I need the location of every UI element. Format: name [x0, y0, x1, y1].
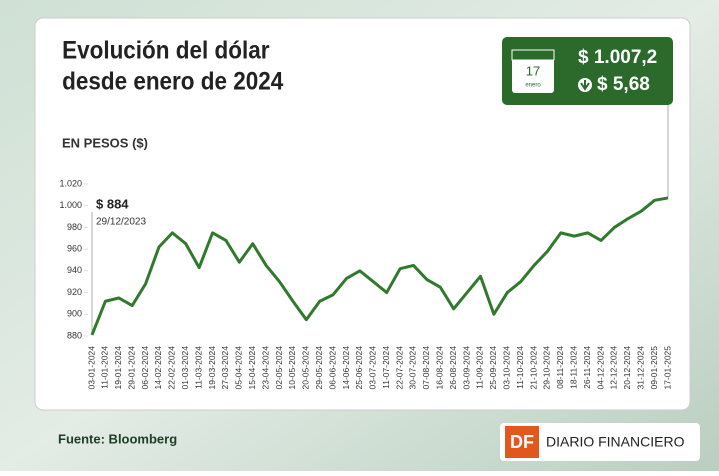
x-tick-label: 31-12-2024: [635, 346, 645, 390]
x-tick-label: 08-11-2024: [555, 346, 565, 389]
x-tick-label: 20-12-2024: [622, 346, 632, 390]
x-tick-label: 04-12-2024: [595, 346, 605, 390]
x-tick-label: 25-09-2024: [488, 346, 498, 390]
y-tick-label: 1.000: [59, 200, 82, 210]
y-tick-label: 920: [67, 287, 82, 297]
logo-mark-box: [505, 426, 539, 458]
logo-box: [500, 423, 700, 461]
y-tick-label: 880: [67, 330, 82, 340]
x-tick-label: 07-08-2024: [421, 346, 431, 390]
x-tick-label: 12-12-2024: [609, 346, 619, 390]
x-tick-label: 21-10-2024: [528, 346, 538, 390]
y-tick-label: 940: [67, 265, 82, 275]
x-tick-label: 26-08-2024: [448, 346, 458, 390]
x-tick-label: 05-04-2024: [234, 346, 244, 390]
x-tick-label: 27-03-2024: [220, 346, 230, 390]
source: Fuente: Bloomberg: [58, 431, 177, 446]
x-tick-label: 15-04-2024: [247, 346, 257, 390]
x-tick-label: 16-08-2024: [435, 346, 445, 390]
calendar-top: [511, 49, 555, 61]
start-date: 29/12/2023: [96, 217, 146, 228]
x-tick-label: 20-05-2024: [301, 346, 311, 390]
x-tick-label: 11-03-2024: [193, 346, 203, 389]
x-tick-label: 01-03-2024: [180, 346, 190, 390]
logo-mark: DF: [510, 432, 534, 452]
x-tick-label: 10-05-2024: [287, 346, 297, 390]
x-tick-label: 11-07-2024: [381, 346, 391, 389]
x-tick-label: 11-01-2024: [100, 346, 110, 389]
title-line: Evolución del dólar: [62, 37, 269, 65]
y-tick-label: 900: [67, 309, 82, 319]
x-tick-label: 19-03-2024: [207, 346, 217, 390]
x-tick-label: 22-02-2024: [167, 346, 177, 390]
x-tick-label: 26-11-2024: [582, 346, 592, 389]
x-tick-label: 11-10-2024: [515, 346, 525, 389]
x-tick-label: 19-01-2024: [113, 346, 123, 390]
y-axis-label: EN PESOS ($): [62, 135, 148, 150]
x-tick-label: 11-09-2024: [475, 346, 485, 389]
callout-change: $ 5,68: [597, 74, 650, 95]
title-line: desde enero de 2024: [62, 68, 284, 96]
x-tick-label: 18-11-2024: [568, 346, 578, 389]
callout-month: enero: [525, 83, 541, 89]
x-tick-label: 06-02-2024: [140, 346, 150, 390]
x-tick-label: 06-06-2024: [327, 346, 337, 390]
x-tick-label: 14-06-2024: [341, 346, 351, 390]
x-tick-label: 29-01-2024: [126, 346, 136, 390]
y-tick-label: 980: [67, 222, 82, 232]
x-tick-label: 14-02-2024: [153, 346, 163, 390]
logo-name: DIARIO FINANCIERO: [546, 434, 685, 450]
x-tick-label: 29-10-2024: [542, 346, 552, 390]
x-tick-label: 30-07-2024: [408, 346, 418, 390]
x-tick-label: 23-04-2024: [260, 346, 270, 390]
x-tick-label: 17-01-2025: [662, 346, 672, 390]
start-value: $ 884: [96, 196, 129, 211]
x-tick-label: 03-01-2024: [86, 346, 96, 390]
x-tick-label: 25-06-2024: [354, 346, 364, 390]
x-tick-label: 03-09-2024: [461, 346, 471, 390]
down-arrow: [580, 80, 590, 91]
callout-price: $ 1.007,2: [578, 47, 657, 68]
x-tick-label: 22-07-2024: [394, 346, 404, 390]
y-tick-label: 1.020: [59, 178, 82, 188]
calendar-icon: [512, 50, 554, 93]
x-tick-label: 03-10-2024: [502, 346, 512, 390]
callout-day: 17: [526, 63, 540, 78]
x-tick-label: 09-01-2025: [649, 346, 659, 390]
line: [90, 196, 669, 336]
x-tick-label: 03-07-2024: [368, 346, 378, 390]
x-tick-label: 29-05-2024: [314, 346, 324, 390]
y-tick-label: 960: [67, 244, 82, 254]
x-tick-label: 02-05-2024: [274, 346, 284, 390]
card: [34, 17, 691, 411]
